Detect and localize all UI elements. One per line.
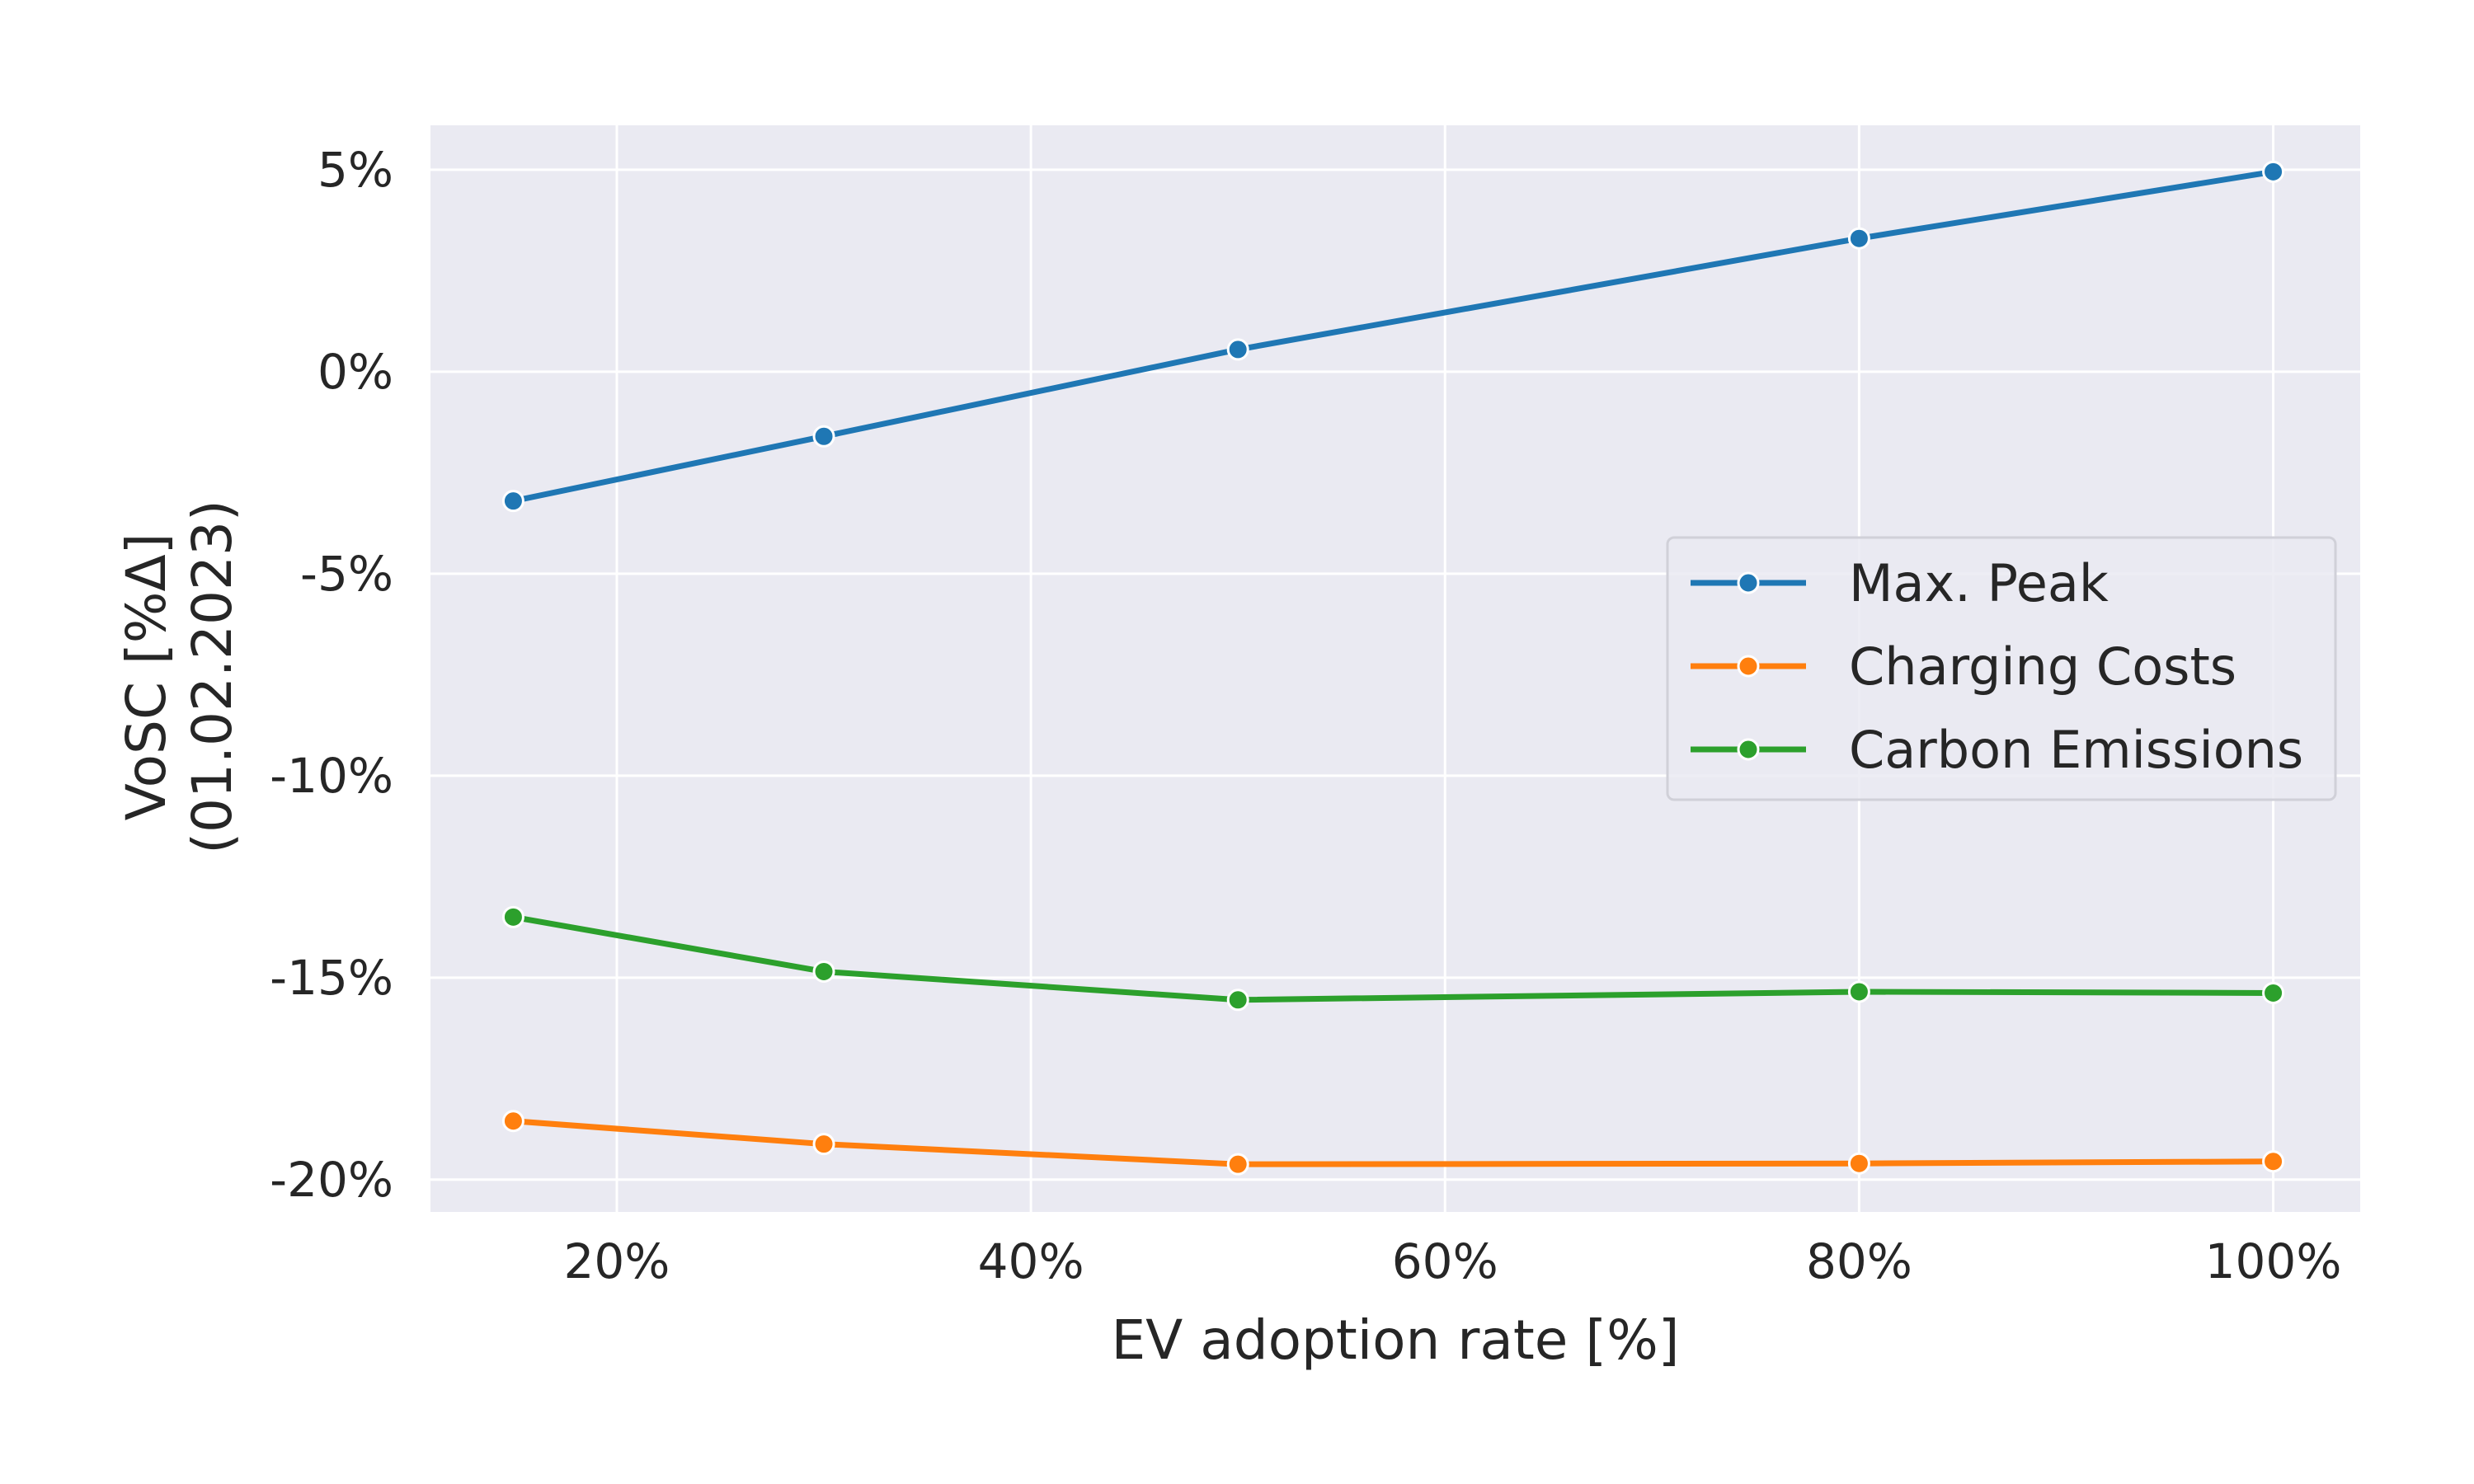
series-max-peak [501, 160, 2285, 513]
legend-box [1666, 536, 2337, 801]
data-point [1847, 1152, 1870, 1175]
legend-label: Max. Peak [1849, 553, 2109, 613]
series-carbon-emissions [501, 905, 2285, 1012]
series-charging-costs [501, 1110, 2285, 1176]
x-axis-ticks: 20% 40% 60% 80% 100% [564, 1233, 2342, 1289]
x-tick-label: 80% [1806, 1233, 1912, 1289]
data-point [1226, 338, 1249, 361]
x-tick-label: 60% [1392, 1233, 1498, 1289]
data-point [501, 905, 524, 928]
legend-label: Carbon Emissions [1849, 720, 2303, 780]
data-point [2262, 1150, 2285, 1173]
y-tick-label: -5% [300, 546, 393, 602]
legend-marker [1737, 655, 1760, 678]
data-point [1847, 227, 1870, 250]
data-point [2262, 160, 2285, 183]
legend-entry: Charging Costs [1691, 636, 2236, 697]
x-axis-title: EV adoption rate [%] [1111, 1308, 1679, 1372]
data-point [2262, 981, 2285, 1004]
legend-entry: Carbon Emissions [1691, 720, 2303, 780]
x-tick-label: 100% [2205, 1233, 2342, 1289]
y-tick-label: -15% [270, 950, 393, 1006]
data-point [1847, 980, 1870, 1003]
legend-marker [1737, 738, 1760, 761]
data-point [812, 425, 835, 448]
y-axis-title: VoSC [%Δ] [115, 533, 178, 821]
legend-label: Charging Costs [1849, 636, 2236, 697]
data-point [1226, 989, 1249, 1012]
y-axis-subtitle: (01.02.2023) [181, 500, 244, 853]
data-point [812, 960, 835, 983]
data-point [1226, 1153, 1249, 1176]
y-tick-label: -10% [270, 748, 393, 804]
x-tick-label: 20% [564, 1233, 670, 1289]
legend-marker [1737, 571, 1760, 594]
x-tick-label: 40% [978, 1233, 1084, 1289]
data-point [812, 1133, 835, 1156]
y-tick-label: 0% [317, 344, 393, 400]
legend-entry: Max. Peak [1691, 553, 2109, 613]
y-tick-label: -20% [270, 1152, 393, 1208]
data-point [501, 1110, 524, 1133]
y-tick-label: 5% [317, 142, 393, 198]
data-point [501, 490, 524, 513]
legend: Max. Peak Charging Costs Carbon Emissions [1666, 536, 2337, 801]
series-layer [501, 160, 2285, 1176]
y-axis-ticks: 5% 0% -5% -10% -15% -20% [270, 142, 393, 1208]
